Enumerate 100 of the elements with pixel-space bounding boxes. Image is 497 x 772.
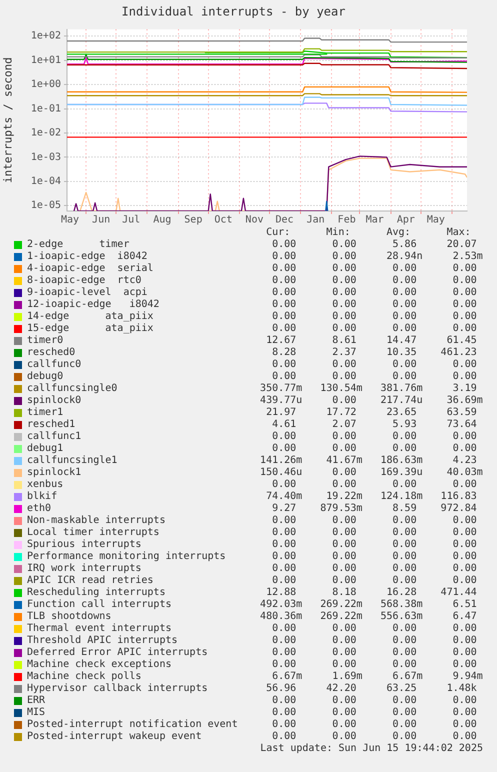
legend-label: timer1 xyxy=(26,407,64,419)
x-tick-label: Jun xyxy=(92,214,110,226)
legend-label: 12-ioapic-edge i8042 xyxy=(26,299,160,311)
y-tick-label: 1e-02 xyxy=(30,128,61,139)
x-tick-label: Nov xyxy=(245,214,264,226)
legend-label: eth0 xyxy=(26,503,52,515)
chart-title: Individual interrupts - by year xyxy=(122,4,346,18)
text: 0.00 0.00 0.00 0.00 xyxy=(271,707,478,719)
text: 0.00 0.00 0.00 0.00 xyxy=(271,359,478,371)
text: Last update: Sun Jun 15 19:44:02 2025 xyxy=(259,743,483,755)
legend-label: Performance monitoring interrupts xyxy=(26,551,227,563)
legend-label: Thermal event interrupts xyxy=(26,623,172,635)
legend-label: Non-maskable interrupts xyxy=(26,515,166,527)
text: 480.36m 269.22m 556.63m 6.47 xyxy=(259,611,478,623)
legend-label: Posted-interrupt wakeup event xyxy=(26,731,203,743)
text: 0.00 0.00 0.00 0.00 xyxy=(271,527,478,539)
legend-label: Spurious interrupts xyxy=(26,539,142,551)
text: 0.00 0.00 0.00 0.00 xyxy=(271,719,478,731)
legend-label: 8-ioapic-edge rtc0 xyxy=(26,275,142,287)
x-tick-label: Sep xyxy=(184,214,202,226)
x-tick-label: Aug xyxy=(153,214,172,226)
text: 74.40m 19.22m 124.18m 116.83 xyxy=(265,491,478,503)
text: 150.46u 0.00 169.39u 40.03m xyxy=(259,467,483,479)
legend-label: 1-ioapic-edge i8042 xyxy=(26,251,148,263)
legend-label: Posted-interrupt notification event xyxy=(26,719,238,731)
text: 0.00 0.00 28.94n 2.53m xyxy=(271,251,483,263)
legend-label: Rescheduling interrupts xyxy=(26,587,166,599)
text: 0.00 0.00 0.00 0.00 xyxy=(271,659,478,671)
legend-label: 15-edge ata_piix xyxy=(26,323,154,335)
legend-label: TLB shootdowns xyxy=(26,611,112,623)
legend-label: Deferred Error APIC interrupts xyxy=(26,647,209,659)
text: 56.96 42.20 63.25 1.48k xyxy=(265,683,478,695)
y-tick-label: 1e+01 xyxy=(30,54,61,66)
x-tick-label: May xyxy=(60,214,80,226)
text: 4.61 2.07 5.93 73.64 xyxy=(271,419,478,431)
text: 0.00 0.00 0.00 0.00 xyxy=(271,371,478,383)
y-axis-title: interrupts / second xyxy=(1,57,14,184)
text: 0.00 0.00 0.00 0.00 xyxy=(271,575,478,587)
legend-label: xenbus xyxy=(26,479,64,491)
legend-label: Hypervisor callback interrupts xyxy=(26,683,209,695)
x-tick-label: Mar xyxy=(366,214,384,226)
x-tick-label: Dec xyxy=(276,214,294,226)
text: 0.00 0.00 0.00 0.00 xyxy=(271,479,478,491)
text: 8.28 2.37 10.35 461.23 xyxy=(271,347,478,359)
y-tick-label: 1e-03 xyxy=(30,152,61,163)
text: 0.00 0.00 0.00 0.00 xyxy=(271,443,478,455)
legend-label: blkif xyxy=(26,491,58,503)
legend-label: callfunc1 xyxy=(26,431,82,443)
legend-label: timer0 xyxy=(26,335,64,347)
text: 0.00 0.00 0.00 0.00 xyxy=(271,623,478,635)
text: 0.00 0.00 0.00 0.00 xyxy=(271,695,478,707)
legend-label: spinlock0 xyxy=(26,395,82,407)
text: 0.00 0.00 0.00 0.00 xyxy=(271,323,478,335)
legend-label: callfuncsingle0 xyxy=(26,383,118,395)
text: 0.00 0.00 0.00 0.00 xyxy=(271,311,478,323)
legend-label: resched0 xyxy=(26,347,76,359)
legend-label: callfuncsingle1 xyxy=(26,455,118,467)
text: 0.00 0.00 0.00 0.00 xyxy=(271,431,478,443)
legend-label: MIS xyxy=(26,707,46,719)
x-tick-label: Oct xyxy=(214,214,232,226)
legend-label: 14-edge ata_piix xyxy=(26,311,154,323)
x-tick-label: May xyxy=(426,214,445,226)
text: 0.00 0.00 0.00 0.00 xyxy=(271,287,478,299)
text: Cur: Min: Avg: Max: xyxy=(265,227,472,239)
text: 0.00 0.00 0.00 0.00 xyxy=(271,635,478,647)
text: 0.00 0.00 0.00 0.00 xyxy=(271,551,478,563)
text: 6.67m 1.69m 6.67m 9.94m xyxy=(271,671,483,683)
legend-label: resched1 xyxy=(26,419,76,431)
x-tick-label: Apr xyxy=(396,214,415,226)
text: 0.00 0.00 0.00 0.00 xyxy=(271,275,478,287)
y-tick-label: 1e-05 xyxy=(30,200,61,212)
y-tick-label: 1e+02 xyxy=(30,30,61,42)
legend-label: callfunc0 xyxy=(26,359,82,371)
legend-label: 4-ioapic-edge serial xyxy=(26,263,154,275)
legend-label: IRQ work interrupts xyxy=(26,563,142,575)
text: 439.77u 0.00 217.74u 36.69m xyxy=(259,395,483,407)
text: 9.27 879.53m 8.59 972.84 xyxy=(271,503,478,515)
text: 0.00 0.00 0.00 0.00 xyxy=(271,263,478,275)
text: 0.00 0.00 5.86 20.07 xyxy=(271,239,478,251)
x-tick-label: Feb xyxy=(338,214,356,226)
text: 12.88 8.18 16.28 471.44 xyxy=(265,587,478,599)
text: 12.67 8.61 14.47 61.45 xyxy=(265,335,478,347)
legend-label: Machine check polls xyxy=(26,671,142,683)
legend-label: Threshold APIC interrupts xyxy=(26,635,179,647)
legend-label: Local timer interrupts xyxy=(26,527,160,539)
text: 141.26m 41.67m 186.63m 4.23 xyxy=(259,455,478,467)
text: 0.00 0.00 0.00 0.00 xyxy=(271,539,478,551)
text: 0.00 0.00 0.00 0.00 xyxy=(271,647,478,659)
text: 0.00 0.00 0.00 0.00 xyxy=(271,299,478,311)
x-tick-label: Jul xyxy=(122,214,140,226)
legend-label: 9-ioapic-level acpi xyxy=(26,287,148,299)
legend-label: debug1 xyxy=(26,443,64,455)
legend-label: spinlock1 xyxy=(26,467,82,479)
text: 0.00 0.00 0.00 0.00 xyxy=(271,515,478,527)
legend-label: Function call interrupts xyxy=(26,599,172,611)
text: 350.77m 130.54m 381.76m 3.19 xyxy=(259,383,478,395)
text: 0.00 0.00 0.00 0.00 xyxy=(271,731,478,743)
y-tick-label: 1e+00 xyxy=(30,79,61,90)
legend-label: debug0 xyxy=(26,371,64,383)
y-tick-label: 1e-01 xyxy=(30,103,61,114)
